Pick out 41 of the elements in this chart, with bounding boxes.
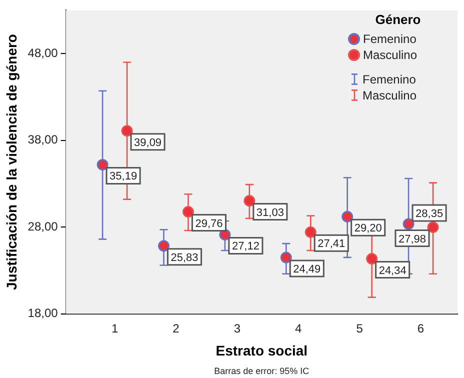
- point: [121, 125, 133, 137]
- data-label: 24,49: [293, 264, 321, 276]
- point: [427, 221, 439, 233]
- data-label: 35,19: [110, 170, 138, 183]
- data-label: 25,83: [170, 252, 198, 264]
- y-tick-label: 18,00: [28, 306, 58, 320]
- text: Femenino: [363, 32, 416, 46]
- point: [158, 240, 170, 252]
- data-label: 24,34: [378, 264, 406, 277]
- legend-label: Femenino: [362, 72, 416, 87]
- data-label: 39,09: [134, 136, 162, 149]
- data-label: 29,76: [195, 218, 223, 230]
- x-tick-label: 5: [356, 321, 364, 336]
- point: [342, 210, 354, 222]
- data-label: 31,03: [256, 206, 284, 219]
- y-tick-label: 28,00: [28, 219, 58, 234]
- point: [182, 206, 194, 218]
- x-tick-label: 6: [417, 321, 424, 336]
- y-tick-label: 38,00: [28, 132, 58, 147]
- legend-label: Masculino: [362, 88, 417, 103]
- x-tick-label: 1: [111, 321, 118, 336]
- point: [402, 218, 414, 230]
- text: Barras de error: 95% IC: [214, 366, 310, 376]
- data-label: 27,12: [232, 240, 260, 253]
- y-tick-label: 48,00: [28, 46, 58, 60]
- text: Masculino: [363, 48, 418, 62]
- point: [96, 158, 108, 170]
- data-label: 27,41: [318, 238, 346, 250]
- data-label: 29,20: [354, 222, 382, 235]
- point: [366, 253, 378, 265]
- x-axis-title: Estrato social: [216, 342, 308, 358]
- y-axis-title: Justificación de la violencia de género: [3, 34, 20, 290]
- legend-title: Género: [374, 12, 422, 27]
- x-tick-label: 4: [295, 321, 302, 336]
- x-tick-label: 3: [234, 321, 241, 336]
- data-label: 28,35: [416, 208, 444, 220]
- x-tick-label: 2: [172, 321, 180, 336]
- point: [244, 195, 256, 207]
- data-label: 27,98: [398, 233, 426, 246]
- point: [280, 252, 292, 264]
- point: [304, 226, 316, 238]
